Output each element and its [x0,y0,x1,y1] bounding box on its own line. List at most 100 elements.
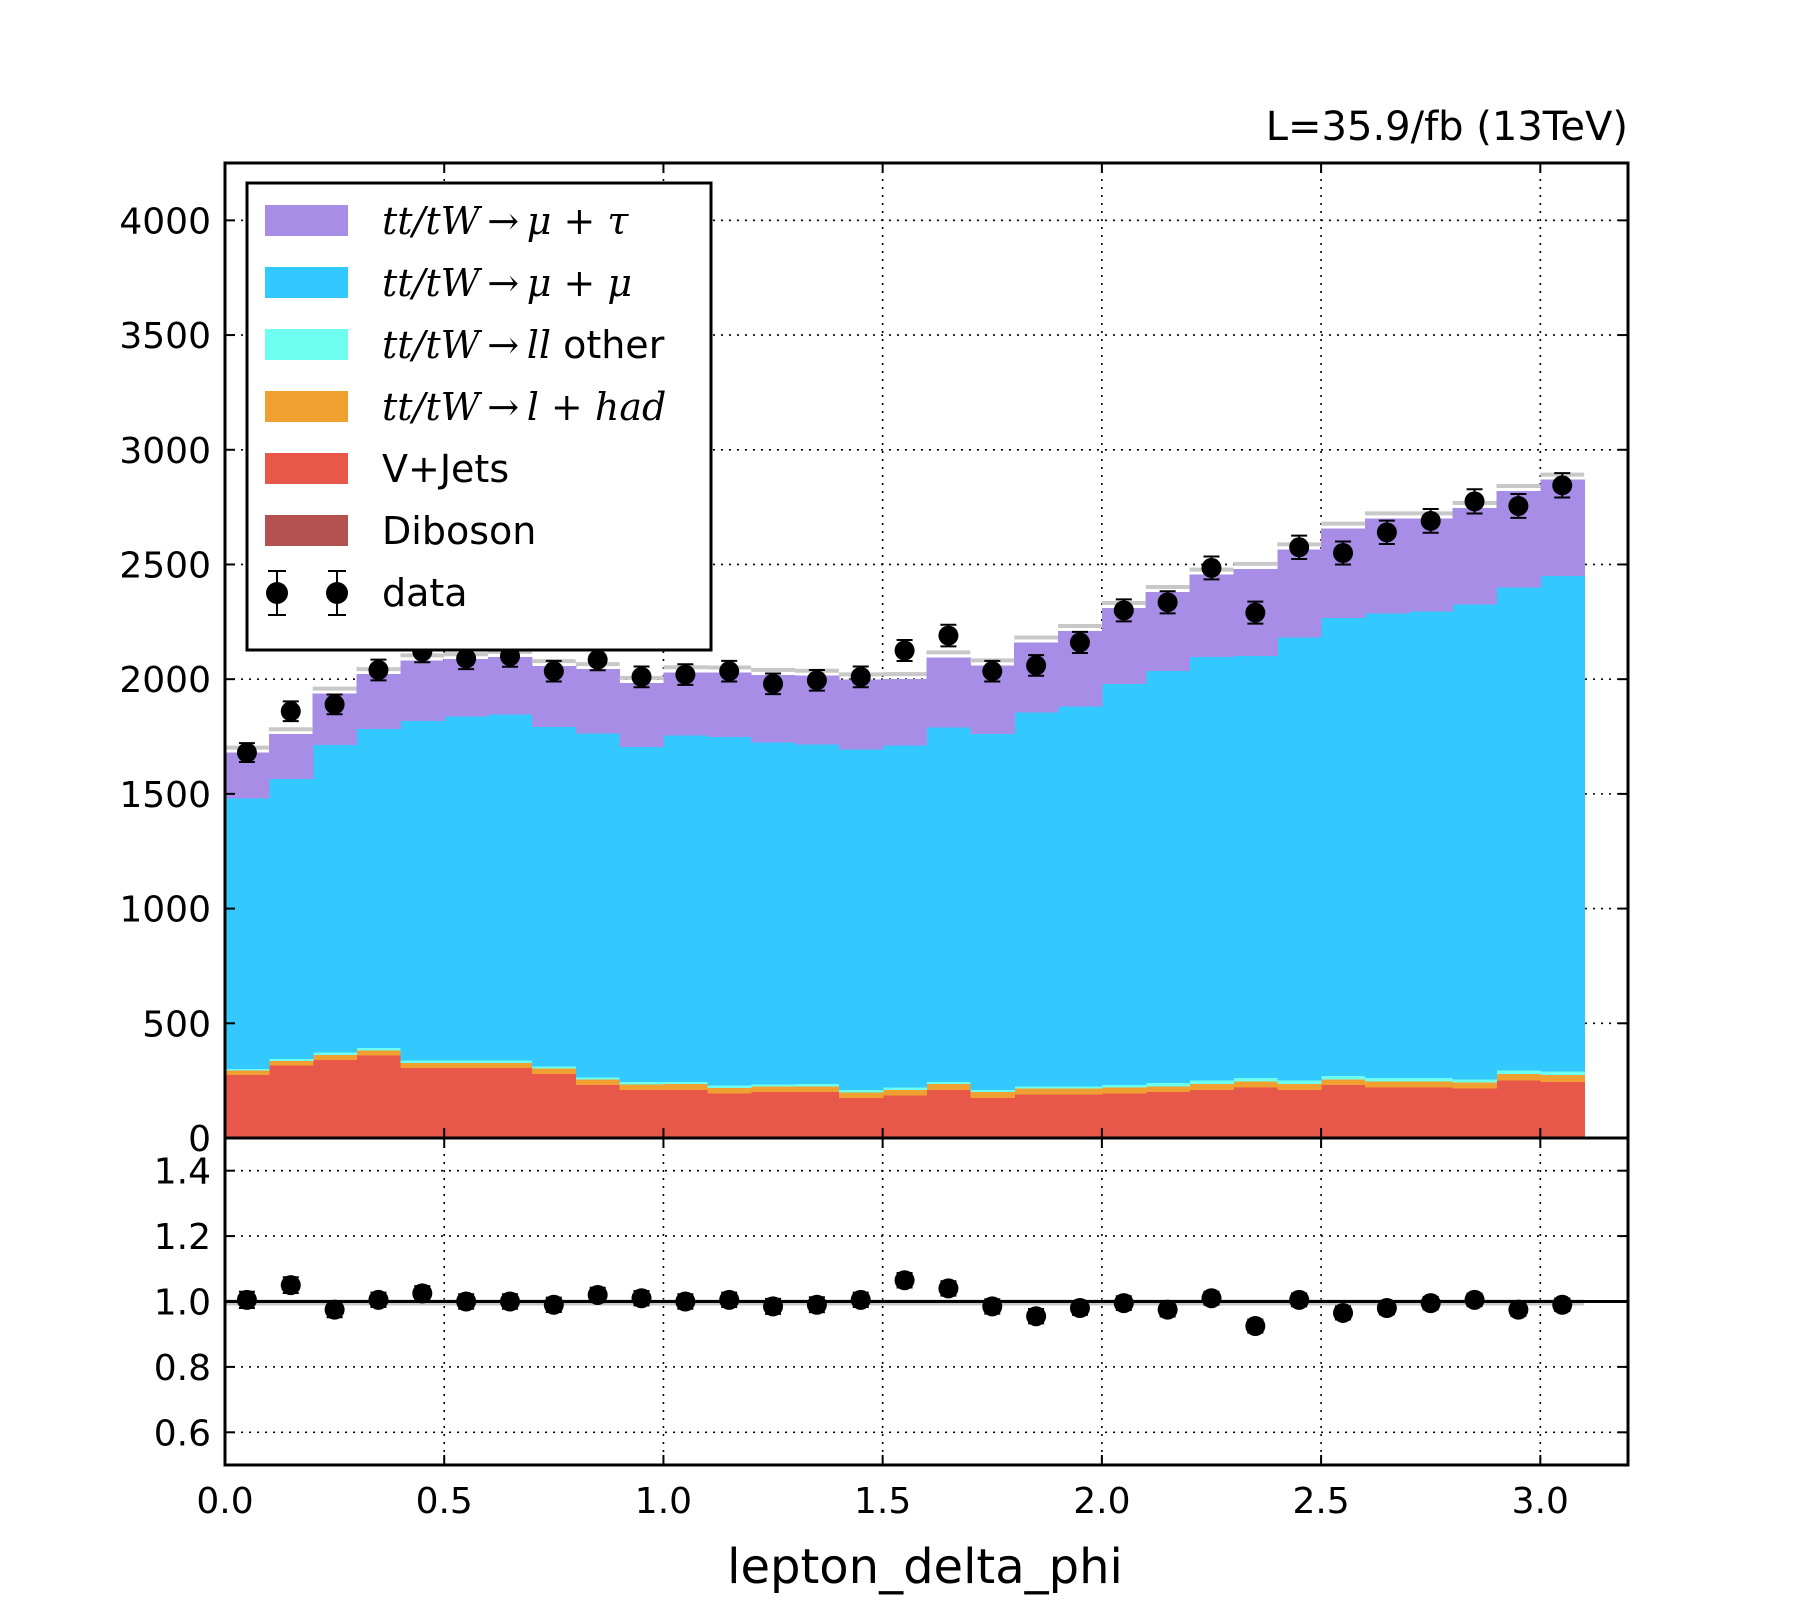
bar-series1-bin28 [1452,1088,1498,1137]
bar-series4-bin15 [882,745,928,1088]
bar-series2-bin18 [1014,1088,1059,1095]
legend-label-data: data [382,571,468,615]
bar-series1-bin1 [268,1065,314,1137]
data-point-30 [1552,475,1573,496]
bar-series3-bin4 [400,1060,445,1063]
ratio-point-6 [499,1291,520,1312]
legend-label-math-tt-tw: tt/tW → μ + τ [382,199,629,243]
ratio-point-22 [1201,1288,1222,1309]
ratio-point-10 [675,1291,696,1312]
bar-series2-bin22 [1189,1083,1235,1090]
bar-series3-bin16 [926,1081,971,1085]
bar-series3-bin30 [1540,1071,1585,1075]
luminosity-label: L=35.9/fb (13TeV) [1266,104,1628,150]
y-tick-label-ratio-1: 0.8 [154,1348,211,1389]
bar-series4-bin11 [707,736,752,1086]
ratio-point-17 [982,1296,1003,1317]
data-point-20 [1113,600,1134,621]
y-tick-label-ratio-3: 1.2 [154,1217,211,1258]
bar-series1-bin3 [356,1055,401,1137]
data-point-8 [587,649,608,670]
bar-series2-bin7 [531,1068,577,1074]
bar-series4-bin12 [751,742,796,1085]
bar-series1-bin8 [575,1085,621,1137]
legend-swatch-tt-tw [265,205,348,236]
bar-series2-bin26 [1364,1081,1410,1088]
y-tick-label-main-1: 500 [142,1004,211,1045]
ratio-point-1 [280,1275,301,1296]
bar-series3-bin12 [751,1084,796,1087]
ratio-point-27 [1420,1293,1441,1314]
ratio-panel-data-points [225,1270,1628,1337]
bar-series5-bin15 [882,679,928,746]
bar-series1-bin19 [1058,1094,1103,1137]
ratio-point-15 [894,1270,915,1291]
bar-series4-bin0 [225,798,270,1070]
ratio-point-3 [368,1289,389,1310]
bar-series4-bin1 [268,778,314,1059]
data-point-11 [719,661,740,682]
bar-series1-bin7 [531,1073,577,1137]
bar-series1-bin14 [838,1097,884,1137]
bar-series3-bin7 [531,1066,577,1069]
x-tick-label-2: 1.0 [635,1481,692,1522]
bar-series1-bin27 [1408,1087,1454,1137]
bar-series4-bin23 [1233,656,1278,1079]
ratio-point-9 [631,1288,652,1309]
bar-series1-bin13 [794,1092,840,1137]
bar-series1-bin23 [1233,1087,1278,1137]
bar-series3-bin24 [1277,1080,1322,1084]
bar-series2-bin12 [751,1086,796,1093]
bar-series1-bin18 [1014,1094,1059,1137]
bar-series4-bin5 [444,716,489,1061]
legend-label-math-tt-tw-ll-other: tt/tW → ll [382,323,551,367]
data-point-23 [1245,602,1266,623]
bar-series1-bin10 [663,1089,708,1137]
bar-series2-bin1 [268,1061,314,1066]
data-point-2 [324,694,345,715]
bar-series2-bin6 [488,1062,533,1069]
bar-series1-bin25 [1321,1085,1366,1137]
bar-series2-bin14 [838,1092,884,1098]
bar-series2-bin23 [1233,1081,1278,1088]
bar-series1-bin5 [444,1068,489,1137]
bar-series2-bin30 [1540,1074,1585,1082]
bar-series3-bin10 [663,1081,708,1085]
bar-series5-bin16 [926,657,971,728]
data-point-29 [1508,495,1529,516]
data-point-18 [1026,655,1047,676]
bar-series3-bin27 [1408,1078,1454,1082]
data-point-19 [1069,632,1090,653]
bar-series3-bin28 [1452,1079,1498,1083]
x-tick-label-1: 0.5 [416,1481,473,1522]
bar-series3-bin22 [1189,1080,1235,1084]
data-point-12 [763,673,784,694]
ratio-point-30 [1552,1294,1573,1315]
ratio-point-18 [1026,1306,1047,1327]
ratio-point-16 [938,1278,959,1299]
bar-series5-bin24 [1277,549,1322,638]
bar-series1-bin2 [312,1060,358,1137]
axis-ticks [224,163,1628,1465]
bar-series3-bin13 [794,1084,840,1087]
bar-series4-bin9 [619,747,665,1083]
y-tick-label-main-2: 1000 [119,890,211,931]
bar-series2-bin19 [1058,1088,1103,1095]
legend-swatch-v-jets [265,453,348,484]
bar-series2-bin5 [444,1062,489,1069]
bar-series3-bin25 [1321,1075,1366,1080]
data-point-24 [1289,537,1310,558]
bar-series4-bin18 [1014,712,1059,1087]
bar-series3-bin11 [707,1085,752,1088]
legend-data-marker-1 [326,582,348,604]
ratio-point-12 [763,1296,784,1317]
bar-series2-bin21 [1145,1086,1191,1093]
ratio-point-26 [1376,1298,1397,1319]
bar-series1-bin17 [970,1097,1015,1137]
ratio-point-25 [1333,1302,1354,1323]
bar-series2-bin17 [970,1092,1015,1098]
bar-series3-bin1 [268,1058,314,1062]
bar-series5-bin8 [575,669,621,734]
bar-series1-bin9 [619,1089,665,1137]
legend-label-math-tt-tw-l-had: tt/tW → l + had [382,385,666,429]
